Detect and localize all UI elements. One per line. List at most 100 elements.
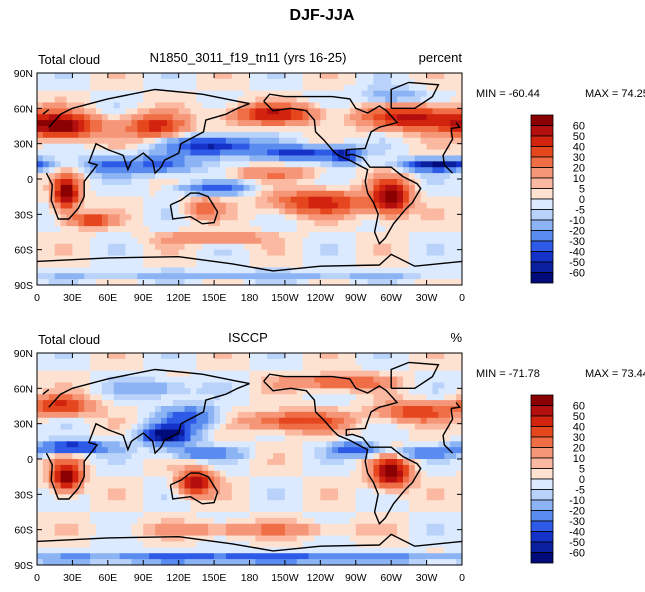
panel-top-right-title: percent — [419, 50, 463, 65]
x-tick-label: 30E — [63, 292, 82, 304]
panel-top-min-label: MIN = -60.44 — [476, 88, 540, 100]
colorbar-box — [530, 436, 554, 448]
x-tick-label: 30W — [416, 572, 438, 584]
colorbar-label: -50 — [569, 537, 585, 549]
x-tick-label: 90W — [345, 572, 367, 584]
colorbar-label: -50 — [569, 257, 585, 269]
colorbar-label: 50 — [573, 411, 585, 423]
colorbar-label: 60 — [573, 121, 585, 133]
x-tick-label: 150W — [271, 292, 299, 304]
colorbar-box — [530, 272, 554, 284]
colorbar-label: 10 — [573, 173, 585, 185]
panel-top-left-title: Total cloud — [38, 52, 100, 67]
y-tick-label: 0 — [27, 174, 33, 186]
panel-bottom-center-title: ISCCP — [228, 330, 268, 345]
colorbar-box — [530, 541, 554, 553]
colorbar-label: 5 — [579, 464, 585, 476]
panel-bottom-max-label: MAX = 73.44 — [585, 368, 645, 380]
colorbar-label: -60 — [569, 268, 585, 280]
colorbar-box — [530, 520, 554, 532]
colorbar-box — [530, 499, 554, 511]
colorbar-box — [530, 135, 554, 147]
coastline — [36, 533, 463, 552]
figure-title: DJF-JJA — [290, 7, 355, 24]
colorbar-label: -10 — [569, 215, 585, 227]
y-tick-label: 60N — [14, 103, 33, 115]
colorbar-box — [530, 240, 554, 252]
x-tick-label: 30W — [416, 292, 438, 304]
colorbar-box — [530, 209, 554, 221]
colorbar-label: 0 — [579, 194, 585, 206]
colorbar-box — [530, 114, 554, 126]
colorbar-box — [530, 188, 554, 200]
colorbar-label: -40 — [569, 247, 585, 259]
colorbar-label: -5 — [575, 485, 585, 497]
y-tick-label: 60N — [14, 383, 33, 395]
y-tick-label: 30S — [14, 489, 33, 501]
coastline — [263, 93, 422, 246]
colorbar-box — [530, 447, 554, 459]
coastline — [42, 102, 461, 220]
x-tick-label: 180 — [241, 292, 259, 304]
colorbar-box — [530, 156, 554, 168]
x-tick-label: 60E — [98, 292, 117, 304]
colorbar-box — [530, 510, 554, 522]
colorbar-label: 30 — [573, 432, 585, 444]
colorbar-label: -30 — [569, 516, 585, 528]
panel-top: Total cloud N1850_3011_f19_tn11 (yrs 16-… — [14, 50, 645, 304]
x-tick-label: 30E — [63, 572, 82, 584]
y-tick-label: 60S — [14, 525, 33, 537]
y-tick-label: 30N — [14, 419, 33, 431]
panel-bottom-left-title: Total cloud — [38, 332, 100, 347]
colorbar-box — [530, 261, 554, 273]
coastline — [169, 472, 219, 505]
colorbar-label: -20 — [569, 226, 585, 238]
colorbar-label: 60 — [573, 401, 585, 413]
y-tick-label: 90S — [14, 560, 33, 572]
x-tick-label: 150E — [202, 292, 227, 304]
x-tick-label: 60W — [380, 292, 402, 304]
colorbar-label: -40 — [569, 527, 585, 539]
x-tick-label: 0 — [459, 292, 465, 304]
x-tick-label: 180 — [241, 572, 259, 584]
x-tick-label: 90E — [134, 292, 153, 304]
colorbar-label: -5 — [575, 205, 585, 217]
coastline — [48, 368, 250, 408]
x-tick-label: 120W — [307, 292, 335, 304]
coastline — [390, 81, 440, 109]
coastline — [390, 361, 440, 389]
y-tick-label: 60S — [14, 245, 33, 257]
colorbar-box — [530, 468, 554, 480]
colorbar-label: -20 — [569, 506, 585, 518]
panel-bottom: Total cloud ISCCP % 0 30E 60E 90E 120E 150E 18… — [14, 330, 645, 584]
colorbar-label: 40 — [573, 422, 585, 434]
colorbar-label: -10 — [569, 495, 585, 507]
colorbar-box — [530, 489, 554, 501]
y-tick-label: 90N — [14, 68, 33, 80]
x-tick-label: 60W — [380, 572, 402, 584]
colorbar-label: 20 — [573, 163, 585, 175]
panel-bottom-right-title: % — [450, 330, 462, 345]
x-tick-label: 120E — [166, 572, 191, 584]
x-tick-label: 150W — [271, 572, 299, 584]
colorbar-label: 40 — [573, 142, 585, 154]
colorbar-box — [530, 405, 554, 417]
colorbar-label: 50 — [573, 131, 585, 143]
x-tick-label: 120E — [166, 292, 191, 304]
colorbar-box — [530, 426, 554, 438]
colorbar-box — [530, 177, 554, 189]
coastline — [48, 88, 250, 128]
colorbar-box — [530, 230, 554, 242]
y-tick-label: 90N — [14, 348, 33, 360]
colorbar-label: -30 — [569, 236, 585, 248]
colorbar-box — [530, 219, 554, 231]
x-tick-label: 0 — [34, 572, 40, 584]
colorbar-label: 5 — [579, 184, 585, 196]
colorbar-label: -60 — [569, 548, 585, 560]
coastline — [36, 253, 463, 272]
panel-bottom-min-label: MIN = -71.78 — [476, 368, 540, 380]
panel-bottom-map: 0 30E 60E 90E 120E 150E 180 150W 120W 90W 60W 30W 09… — [14, 348, 465, 584]
colorbar-box — [530, 478, 554, 490]
